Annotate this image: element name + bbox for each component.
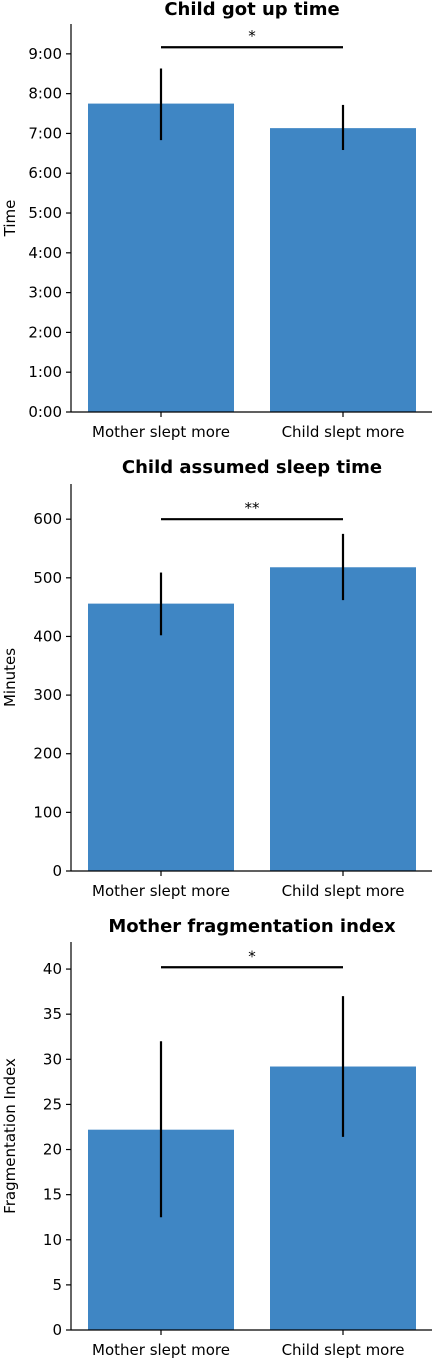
y-tick-label: 0 bbox=[52, 1321, 62, 1339]
y-tick-label: 3:00 bbox=[28, 284, 62, 302]
x-tick-label: Mother slept more bbox=[92, 423, 230, 441]
chart-panel: Mother fragmentation index * 0 5 10 15 20 25 30 3… bbox=[1, 916, 432, 1359]
y-axis-label: Fragmentation Index bbox=[1, 1058, 19, 1214]
y-axis-label: Time bbox=[1, 200, 19, 238]
y-tick-label: 20 bbox=[43, 1141, 62, 1159]
chart-title: Child assumed sleep time bbox=[122, 457, 382, 478]
y-tick-label: 200 bbox=[33, 745, 62, 763]
significance-label: ** bbox=[245, 499, 261, 517]
x-tick-label: Mother slept more bbox=[92, 882, 230, 900]
y-tick-label: 5:00 bbox=[28, 204, 62, 222]
x-tick-label: Child slept more bbox=[282, 423, 405, 441]
y-tick-label: 300 bbox=[33, 686, 62, 704]
bar bbox=[270, 567, 416, 871]
chart-title: Child got up time bbox=[164, 0, 339, 20]
y-tick-label: 5 bbox=[52, 1276, 62, 1294]
y-tick-label: 1:00 bbox=[28, 363, 62, 381]
y-tick-label: 500 bbox=[33, 569, 62, 587]
x-tick-label: Child slept more bbox=[282, 882, 405, 900]
y-tick-label: 400 bbox=[33, 627, 62, 645]
chart-panel: Child assumed sleep time ** 0 100 200 300 400 5… bbox=[1, 457, 432, 900]
y-tick-label: 7:00 bbox=[28, 124, 62, 142]
y-tick-label: 8:00 bbox=[28, 85, 62, 103]
bar bbox=[88, 103, 234, 412]
bar bbox=[88, 603, 234, 871]
y-tick-label: 10 bbox=[43, 1231, 62, 1249]
chart-title: Mother fragmentation index bbox=[108, 916, 396, 937]
y-tick-label: 40 bbox=[43, 960, 62, 978]
y-tick-label: 9:00 bbox=[28, 45, 62, 63]
x-tick-label: Mother slept more bbox=[92, 1341, 230, 1359]
significance-label: * bbox=[248, 947, 256, 965]
y-tick-label: 0:00 bbox=[28, 403, 62, 421]
y-tick-label: 25 bbox=[43, 1095, 62, 1113]
y-axis-label: Minutes bbox=[1, 648, 19, 707]
y-tick-label: 6:00 bbox=[28, 164, 62, 182]
significance-label: * bbox=[248, 27, 256, 45]
y-tick-label: 100 bbox=[33, 803, 62, 821]
y-tick-label: 30 bbox=[43, 1050, 62, 1068]
chart-panel: Child got up time * 0:00 1:00 2:00 3:00 4:00 5:… bbox=[1, 0, 432, 441]
y-tick-label: 600 bbox=[33, 510, 62, 528]
x-tick-label: Child slept more bbox=[282, 1341, 405, 1359]
bar bbox=[270, 128, 416, 412]
y-tick-label: 0 bbox=[52, 862, 62, 880]
y-tick-label: 35 bbox=[43, 1005, 62, 1023]
y-tick-label: 2:00 bbox=[28, 323, 62, 341]
y-tick-label: 4:00 bbox=[28, 244, 62, 262]
y-tick-label: 15 bbox=[43, 1186, 62, 1204]
